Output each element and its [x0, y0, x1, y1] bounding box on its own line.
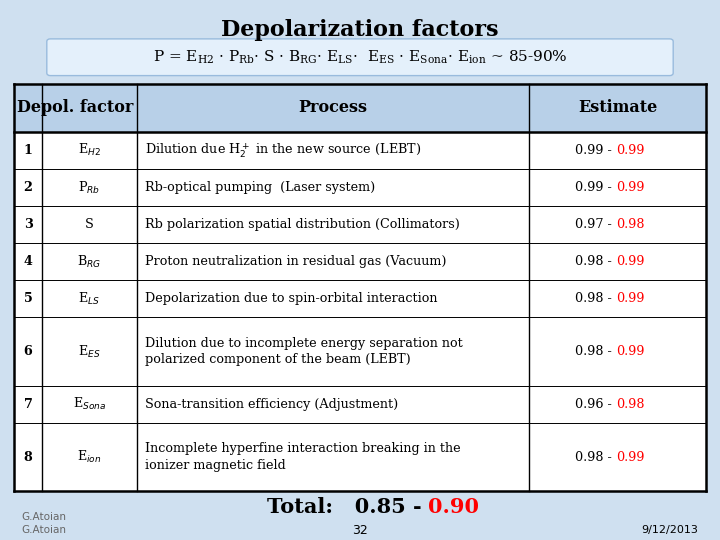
Text: 1: 1	[24, 144, 32, 157]
Text: 0.96 -: 0.96 -	[575, 398, 616, 411]
Text: Depol. factor: Depol. factor	[17, 99, 134, 116]
Text: 0.99: 0.99	[616, 181, 644, 194]
Text: 0.99 -: 0.99 -	[575, 144, 616, 157]
Text: P = E$_{\mathregular{H2}}$ $\cdot$ P$_{\mathregular{Rb}}$$\cdot$ S $\cdot$ B$_{\: P = E$_{\mathregular{H2}}$ $\cdot$ P$_{\…	[153, 49, 567, 66]
Text: B$_{RG}$: B$_{RG}$	[77, 254, 102, 269]
Text: Rb polarization spatial distribution (Collimators): Rb polarization spatial distribution (Co…	[145, 218, 460, 231]
Text: 0.98 -: 0.98 -	[575, 255, 616, 268]
Text: G.Atoian: G.Atoian	[22, 525, 66, 535]
Bar	[14, 84, 706, 491]
Text: Estimate: Estimate	[577, 99, 657, 116]
Bar	[14, 84, 706, 132]
Text: 0.97 -: 0.97 -	[575, 218, 616, 231]
Text: 0.98: 0.98	[616, 218, 644, 231]
Text: E$_{LS}$: E$_{LS}$	[78, 291, 100, 307]
Text: Total:   0.85 -: Total: 0.85 -	[266, 496, 428, 517]
Text: Depolarization factors: Depolarization factors	[221, 19, 499, 41]
Text: 4: 4	[24, 255, 32, 268]
Text: 5: 5	[24, 292, 32, 305]
Text: S: S	[85, 218, 94, 231]
Text: 3: 3	[24, 218, 32, 231]
Text: Rb-optical pumping  (Laser system): Rb-optical pumping (Laser system)	[145, 181, 376, 194]
Text: 0.98: 0.98	[616, 398, 644, 411]
Text: Depolarization due to spin-orbital interaction: Depolarization due to spin-orbital inter…	[145, 292, 438, 305]
Text: E$_{H2}$: E$_{H2}$	[78, 143, 101, 158]
Text: 0.99: 0.99	[616, 450, 644, 464]
Text: E$_{ion}$: E$_{ion}$	[77, 449, 102, 465]
FancyBboxPatch shape	[47, 39, 673, 76]
Text: 0.98 -: 0.98 -	[575, 292, 616, 305]
Text: 7: 7	[24, 398, 32, 411]
Text: Dilution due to incomplete energy separation not
polarized component of the beam: Dilution due to incomplete energy separa…	[145, 337, 463, 366]
Text: Sona-transition efficiency (Adjustment): Sona-transition efficiency (Adjustment)	[145, 398, 399, 411]
Text: 0.98 -: 0.98 -	[575, 450, 616, 464]
Text: 2: 2	[24, 181, 32, 194]
Text: 0.99: 0.99	[616, 292, 644, 305]
Text: P$_{Rb}$: P$_{Rb}$	[78, 179, 100, 195]
Text: 8: 8	[24, 450, 32, 464]
Text: E$_{Sona}$: E$_{Sona}$	[73, 396, 106, 413]
Text: 0.99: 0.99	[616, 345, 644, 358]
Text: 0.99 -: 0.99 -	[575, 181, 616, 194]
Text: Process: Process	[299, 99, 367, 116]
Text: 0.90: 0.90	[428, 496, 480, 517]
Text: 32: 32	[352, 524, 368, 537]
Text: 6: 6	[24, 345, 32, 358]
Text: Incomplete hyperfine interaction breaking in the
ionizer magnetic field: Incomplete hyperfine interaction breakin…	[145, 442, 461, 472]
Text: 0.98 -: 0.98 -	[575, 345, 616, 358]
Text: 0.99: 0.99	[616, 255, 644, 268]
Text: E$_{ES}$: E$_{ES}$	[78, 343, 101, 360]
Text: Proton neutralization in residual gas (Vacuum): Proton neutralization in residual gas (V…	[145, 255, 447, 268]
Text: 9/12/2013: 9/12/2013	[642, 525, 698, 535]
Text: Dilution due H$_2^+$ in the new source (LEBT): Dilution due H$_2^+$ in the new source (…	[145, 141, 422, 160]
Text: G.Atoian: G.Atoian	[22, 512, 66, 522]
Text: 0.99: 0.99	[616, 144, 644, 157]
